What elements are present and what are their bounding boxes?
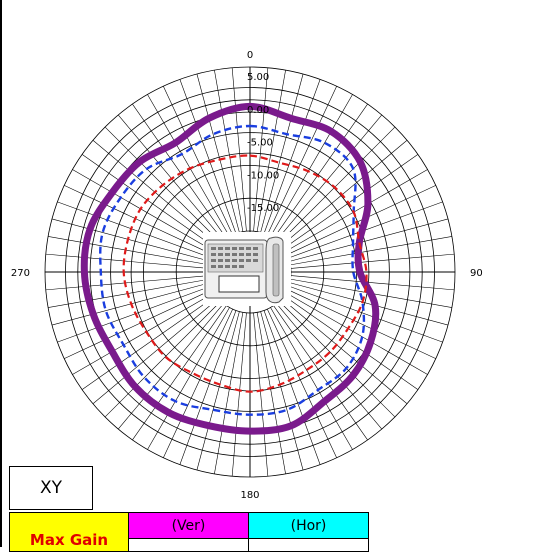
grid-spoke [81,154,217,249]
hor-column: (Hor) [249,513,368,551]
grid-spoke [267,309,337,458]
grid-spoke [163,86,233,235]
grid-spoke [92,298,219,405]
grid-spoke [64,185,213,255]
grid-spoke [92,139,219,246]
grid-spoke [290,236,452,266]
grid-spoke [64,289,213,359]
hor-header: (Hor) [249,513,368,539]
grid-spoke [48,278,210,308]
grid-spoke [72,169,215,252]
grid-spoke [289,218,449,262]
grid-spoke [256,70,286,232]
grid-spoke [214,312,244,474]
plane-label: XY [9,466,93,510]
grid-spoke [263,79,321,234]
grid-spoke [147,94,230,237]
angle-label-90: 90 [470,268,483,279]
grid-spoke [287,289,436,359]
angle-label-270: 270 [11,268,30,279]
series-line-2 [122,154,368,393]
grid-spoke [256,312,286,474]
grid-spoke [267,86,337,235]
series-line-0 [80,102,380,435]
grid-spoke [231,312,247,477]
grid-spoke [163,309,233,458]
grid-spoke [270,94,353,237]
series-layer [80,102,380,435]
grid-spoke [260,311,304,471]
plane-label-text: XY [39,478,63,498]
grid-spoke [281,298,408,405]
grid-spoke [231,67,247,232]
grid-spoke [45,275,210,291]
grid-spoke [273,103,368,239]
grid-spoke [45,253,210,269]
grid-spoke [278,126,396,244]
hor-value [249,539,368,551]
ver-header: (Ver) [129,513,248,539]
left-border [0,0,2,547]
desk-phone-icon [203,232,291,306]
grid-spoke [48,236,210,266]
grid-spoke [81,295,217,390]
grid-spoke [117,303,224,430]
ring-label: 5.00 [247,72,269,83]
angle-label-180: 180 [240,490,259,501]
grid-spoke [72,292,215,375]
grid-spoke [287,185,436,255]
grid-spoke [253,67,269,232]
grid-spoke [285,292,428,375]
polar-labels: 0 90 180 270 5.00 0.00 -5.00 -10.00 -15.00 [11,50,483,501]
grid-spoke [276,114,383,241]
grid-spoke [196,311,240,471]
ring-label: 0.00 [247,105,269,116]
grid-spoke [179,310,237,465]
grid-spoke [281,139,408,246]
grid-spoke [273,305,368,441]
grid-spoke [278,300,396,418]
grid-spoke [104,300,222,418]
grid-spoke [263,310,321,465]
max-gain-label: Max Gain [29,531,109,549]
grid-spoke [288,285,443,343]
grid-spoke [57,201,212,259]
grid-spoke [132,305,227,441]
ver-column: (Ver) [129,513,249,551]
grid-spoke [285,169,428,252]
grid-spoke [132,103,227,239]
ver-value [129,539,248,551]
grid-spoke [289,282,449,326]
gain-table: Max Gain (Ver) (Hor) [9,512,369,552]
ring-label: -10.00 [247,170,279,181]
grid-spoke [214,70,244,232]
grid-spoke [179,79,237,234]
ring-label: -15.00 [247,203,279,214]
ring-label: -5.00 [247,138,273,149]
grid-spoke [117,114,224,241]
max-gain-cell: Max Gain [10,513,129,551]
grid-spoke [270,307,353,450]
grid-spoke [147,307,230,450]
grid-spoke [283,295,419,390]
grid-spoke [283,154,419,249]
grid-spoke [290,253,455,269]
grid-spoke [276,303,383,430]
grid-spoke [196,73,240,233]
grid-spoke [260,73,304,233]
angle-label-0: 0 [247,50,253,61]
grid-spoke [290,275,455,291]
grid-spoke [51,218,211,262]
grid-spoke [253,312,269,477]
grid-spoke [57,285,212,343]
